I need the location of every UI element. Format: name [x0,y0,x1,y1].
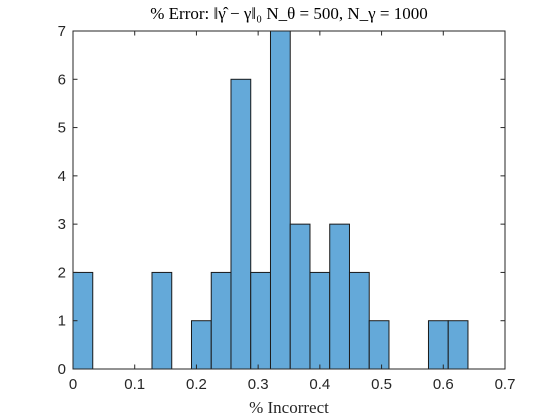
histogram-bar-11 [368,320,390,370]
axes-frame [72,30,506,370]
histogram-bar-1 [151,271,173,370]
histogram-bar-6 [269,30,291,370]
x-tick-label: 0.4 [309,376,330,393]
histogram-bar-9 [329,223,350,370]
x-tick-label: 0.5 [371,376,392,393]
histogram-bar-4 [230,78,252,370]
histogram-bar-8 [309,271,331,370]
axes-box [72,30,506,370]
histogram-bar-12 [427,320,449,370]
chart-title: % Error: ‖γ̂ − γ‖₀ N_θ = 500, N_γ = 1000 [150,4,427,23]
histogram-bar-13 [447,320,469,370]
histogram-bar-3 [210,271,232,370]
histogram-bar-5 [250,271,271,370]
x-axis-label: % Incorrect [249,398,329,417]
x-tick-label: 0.7 [495,376,516,393]
x-tick-label: 0.1 [124,376,145,393]
x-axis-ticks: 0 0.1 0.2 0.3 0.4 0.5 0.6 0.7 [69,31,516,393]
x-tick-label: 0.2 [186,376,207,393]
histogram-bar-7 [289,223,311,370]
y-tick-label: 7 [58,23,66,40]
y-tick-label: 2 [58,264,66,281]
x-tick-label: 0 [69,376,77,393]
y-tick-label: 6 [58,71,66,88]
y-tick-label: 3 [58,216,66,233]
histogram-bar-10 [348,271,370,370]
y-axis-ticks: 0 1 2 3 4 5 6 7 [58,23,505,378]
x-tick-label: 0.6 [433,376,454,393]
histogram-bar-2 [190,320,212,370]
y-tick-label: 5 [58,120,66,137]
y-tick-label: 0 [58,361,66,378]
histogram-bars [72,30,469,370]
y-tick-label: 1 [58,313,66,330]
y-tick-label: 4 [58,168,66,185]
x-tick-label: 0.3 [248,376,269,393]
